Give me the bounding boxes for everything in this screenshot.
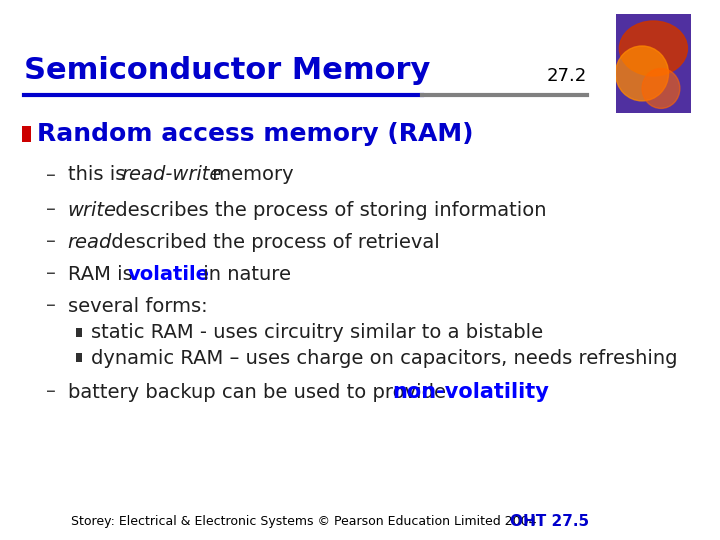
Text: Storey: Electrical & Electronic Systems © Pearson Education Limited 2004: Storey: Electrical & Electronic Systems … [71,516,536,529]
Text: several forms:: several forms: [68,296,207,315]
Text: –: – [46,382,56,402]
Text: –: – [46,233,56,252]
Ellipse shape [619,21,688,76]
Text: dynamic RAM – uses charge on capacitors, needs refreshing: dynamic RAM – uses charge on capacitors,… [91,348,678,368]
Text: OHT 27.5: OHT 27.5 [510,515,589,530]
Text: static RAM - uses circuitry similar to a bistable: static RAM - uses circuitry similar to a… [91,323,544,342]
Text: describes the process of storing information: describes the process of storing informa… [109,200,546,219]
Bar [76,353,82,362]
Text: battery backup can be used to provide: battery backup can be used to provide [68,382,451,402]
Bar [22,126,31,142]
Ellipse shape [616,46,668,101]
Text: 27.2: 27.2 [546,67,587,85]
Text: non-volatility: non-volatility [392,382,549,402]
Text: read-write: read-write [121,165,222,185]
Text: RAM is: RAM is [68,265,138,284]
Text: memory: memory [206,165,294,185]
Text: Random access memory (RAM): Random access memory (RAM) [37,122,474,146]
Bar [76,328,82,337]
Text: read: read [68,233,112,252]
Text: –: – [46,296,56,315]
Ellipse shape [642,69,680,109]
Text: Semiconductor Memory: Semiconductor Memory [24,56,430,85]
Text: this is: this is [68,165,131,185]
Text: write: write [68,200,117,219]
Text: –: – [46,200,56,219]
Text: –: – [46,265,56,284]
Text: –: – [46,165,56,185]
Text: described the process of retrieval: described the process of retrieval [105,233,440,252]
Text: volatile: volatile [127,265,210,284]
Text: in nature: in nature [197,265,291,284]
